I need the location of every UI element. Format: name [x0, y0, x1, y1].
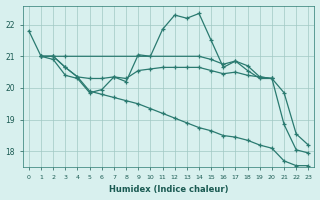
X-axis label: Humidex (Indice chaleur): Humidex (Indice chaleur): [109, 185, 228, 194]
